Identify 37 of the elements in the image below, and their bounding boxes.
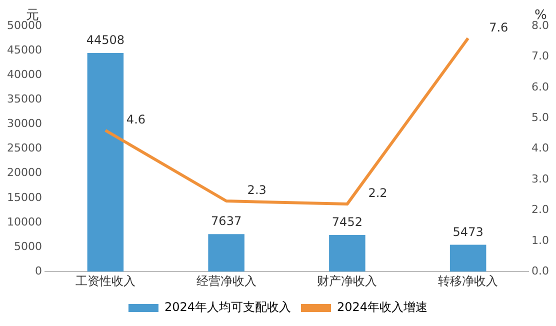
- data-label: 7.6: [489, 20, 508, 34]
- data-label: 4.6: [126, 112, 146, 127]
- y2-tick-label: 8.0: [532, 18, 550, 32]
- y2-tick-label: 0.0: [532, 264, 550, 278]
- x-tick-label: 经营净收入: [196, 274, 256, 288]
- y2-tick-label: 6.0: [532, 80, 550, 94]
- x-tick-label: 转移净收入: [438, 274, 498, 288]
- data-label: 2.2: [368, 186, 388, 200]
- x-tick-label: 工资性收入: [75, 274, 136, 288]
- y2-tick-label: 2.0: [532, 203, 550, 216]
- legend-label: 2024年收入增速: [337, 300, 428, 314]
- y-tick-label: 20000: [6, 166, 42, 180]
- data-label: 5473: [452, 224, 484, 239]
- bar: [87, 52, 124, 272]
- y-tick-label: 15000: [6, 190, 42, 204]
- y2-tick-label: 1.0: [532, 234, 550, 247]
- bar: [450, 244, 486, 272]
- data-label: 2.3: [247, 183, 266, 198]
- y2-tick-label: 5.0: [532, 110, 550, 124]
- y2-tick-label: 3.0: [532, 172, 550, 186]
- data-label: 7452: [332, 215, 362, 230]
- y-tick-label: 30000: [6, 117, 42, 130]
- y2-tick-label: 4.0: [532, 142, 550, 155]
- y-tick-label: 10000: [6, 215, 42, 228]
- bar: [208, 234, 244, 272]
- y2-tick-label: 7.0: [532, 50, 550, 63]
- y-tick-label: 35000: [6, 92, 42, 106]
- y-tick-label: 40000: [6, 68, 42, 81]
- x-tick-label: 财产净收入: [317, 274, 378, 288]
- y-tick-label: 45000: [6, 43, 42, 56]
- y-tick-label: 25000: [6, 142, 42, 155]
- data-label: 7637: [211, 214, 242, 228]
- bar: [329, 234, 366, 272]
- y-tick-label: 5000: [14, 240, 42, 253]
- legend-label: 2024年人均可支配收入: [164, 300, 292, 314]
- y-tick-label: 0: [34, 264, 42, 278]
- data-label: 44508: [86, 33, 125, 48]
